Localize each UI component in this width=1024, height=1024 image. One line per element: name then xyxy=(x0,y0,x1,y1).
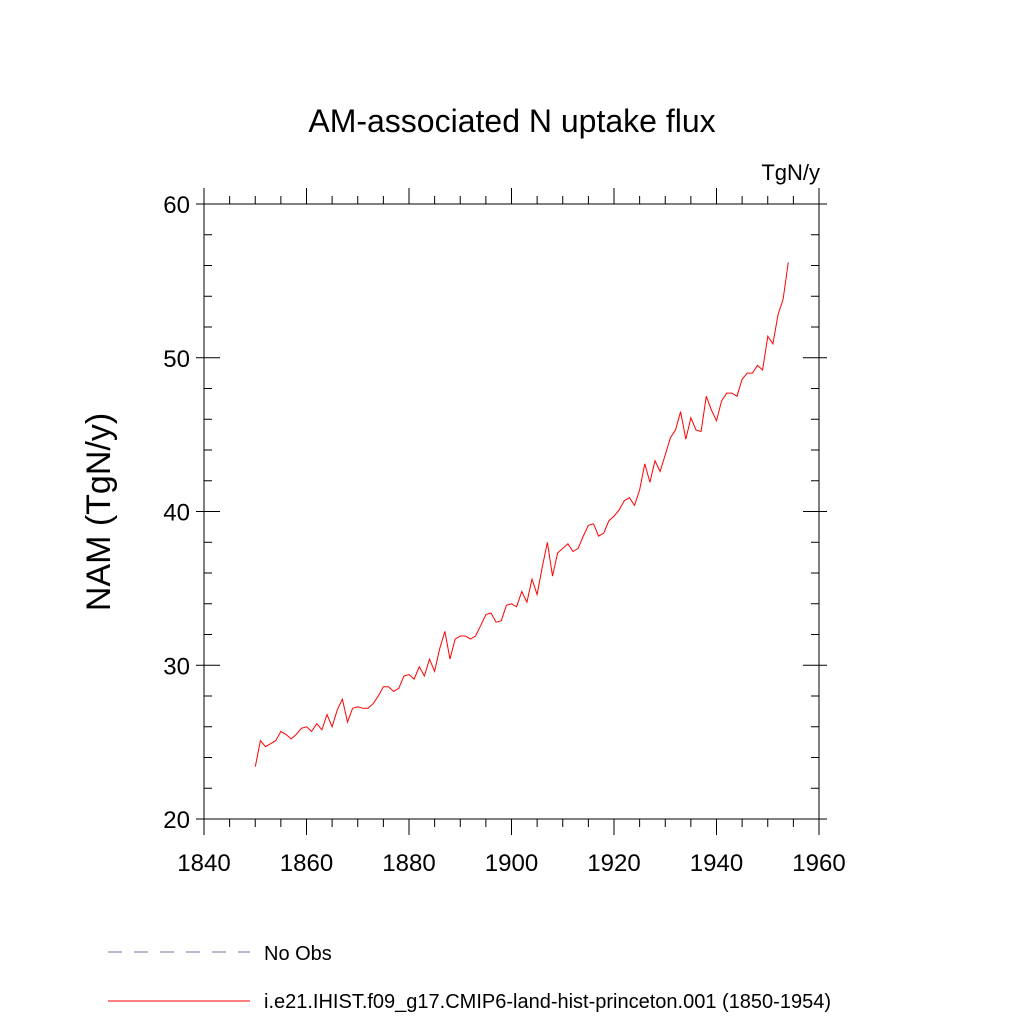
units-label: TgN/y xyxy=(761,160,820,185)
y-tick-label: 30 xyxy=(163,653,190,680)
axis-ticks xyxy=(196,188,827,835)
x-tick-label: 1860 xyxy=(280,850,333,877)
plot-frame xyxy=(203,203,820,820)
x-tick-label: 1960 xyxy=(792,850,845,877)
legend-label-no-obs: No Obs xyxy=(264,943,332,965)
y-tick-label: 40 xyxy=(163,500,190,527)
chart-title: AM-associated N uptake flux xyxy=(308,103,715,139)
axis-tick-labels: 1840 1860 1880 1900 1920 1940 1960 20 30 40 50 60 xyxy=(163,192,845,877)
legend-label-model-run: i.e21.IHIST.f09_g17.CMIP6-land-hist-prin… xyxy=(264,991,831,1013)
x-tick-label: 1840 xyxy=(177,850,230,877)
data-series-line xyxy=(254,262,789,767)
x-tick-label: 1920 xyxy=(587,850,640,877)
x-tick-label: 1940 xyxy=(690,850,743,877)
y-tick-label: 20 xyxy=(163,807,190,834)
y-axis-label: NAM (TgN/y) xyxy=(80,413,118,611)
x-tick-label: 1900 xyxy=(485,850,538,877)
y-tick-label: 50 xyxy=(163,346,190,373)
y-tick-label: 60 xyxy=(163,192,190,219)
legend: No Obs i.e21.IHIST.f09_g17.CMIP6-land-hi… xyxy=(108,943,831,1013)
x-tick-label: 1880 xyxy=(382,850,435,877)
